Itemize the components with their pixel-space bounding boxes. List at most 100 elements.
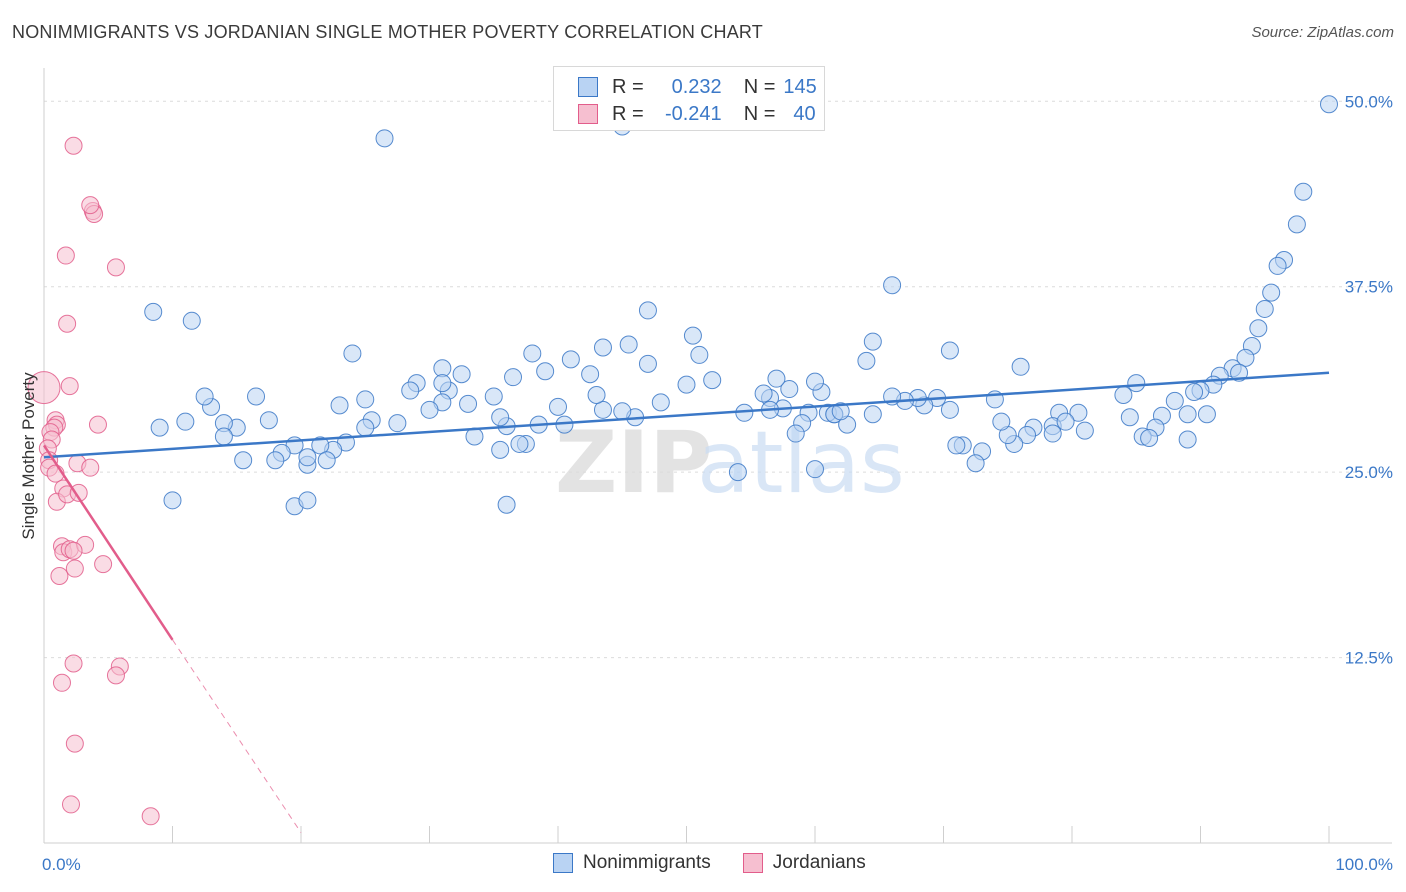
jordanians-legend-swatch [742, 853, 763, 873]
nonimmigrants-point [356, 390, 375, 409]
nonimmigrants-point [806, 460, 824, 479]
y-tick-label: 25.0% [1345, 463, 1393, 482]
n-label: N = [743, 75, 776, 98]
nonimmigrants-point [1178, 405, 1197, 424]
jordanians-point [81, 196, 100, 215]
nonimmigrants-point [311, 436, 330, 455]
nonimmigrants-point [1075, 421, 1094, 440]
jordanians-point [65, 559, 84, 578]
nonimmigrants-point [1018, 426, 1037, 445]
nonimmigrants-point [1127, 374, 1146, 393]
nonimmigrants-point [1069, 403, 1088, 422]
nonimmigrants-point [343, 344, 362, 363]
nonimmigrants-point [638, 301, 657, 320]
jordanians-point [65, 734, 84, 753]
trend-lines [42, 371, 1330, 833]
nonimmigrants-point [317, 451, 336, 470]
nonimmigrants-point [1178, 430, 1197, 449]
nonimmigrants-point [683, 326, 702, 345]
nonimmigrants-point [992, 412, 1011, 431]
nonimmigrants-point [754, 384, 773, 403]
nonimmigrants-point [401, 381, 420, 400]
data-points [27, 95, 1338, 826]
nonimmigrants-point [176, 412, 195, 431]
chart-source: Source: ZipAtlas.com [1251, 24, 1394, 41]
nonimmigrants-point [1294, 182, 1313, 201]
jordanians-trend-extension [172, 639, 302, 833]
legend-row-jordanians: R = -0.241 N = 40 [578, 100, 816, 128]
nonimmigrants-point [1249, 319, 1268, 338]
series-legend: Nonimmigrants Jordanians [553, 852, 898, 874]
nonimmigrants-point [593, 338, 612, 357]
nonimmigrants-point [266, 451, 285, 470]
nonimmigrants-point [523, 344, 542, 363]
nonimmigrants-point [497, 495, 516, 514]
nonimmigrants-point [690, 345, 709, 364]
nonimmigrants-point [1262, 283, 1281, 302]
nonimmigrants-point [1140, 429, 1159, 448]
jordanians-point [64, 654, 83, 673]
jordanians-point [94, 555, 113, 574]
nonimmigrants-trend-line [43, 371, 1330, 459]
x-tick-label: 0.0% [42, 855, 81, 874]
nonimmigrants-point [150, 418, 169, 437]
nonimmigrants-point [214, 427, 233, 446]
legend-item-jordanians[interactable]: Jordanians [742, 852, 866, 874]
nonimmigrants-swatch [578, 77, 598, 97]
x-tick-label: 100.0% [1335, 855, 1393, 874]
jordanians-point [50, 566, 69, 585]
jordanians-point [106, 666, 125, 685]
r-value-nonimmigrants: 0.232 [671, 75, 722, 98]
jordanians-legend-label: Jordanians [772, 852, 866, 873]
nonimmigrants-point [195, 387, 214, 406]
nonimmigrants-legend-swatch [553, 853, 573, 873]
nonimmigrants-point [561, 350, 580, 369]
nonimmigrants-point [491, 408, 510, 427]
legend-item-nonimmigrants[interactable]: Nonimmigrants [553, 852, 711, 874]
nonimmigrants-point [356, 418, 375, 437]
nonimmigrants-point [1043, 424, 1062, 443]
jordanians-point [58, 314, 77, 333]
nonimmigrants-point [593, 400, 612, 419]
r-label: R = [612, 102, 644, 125]
nonimmigrants-point [1114, 385, 1133, 404]
nonimmigrants-point [1320, 95, 1338, 114]
nonimmigrants-point [144, 302, 163, 321]
nonimmigrants-point [1236, 348, 1255, 367]
nonimmigrants-point [491, 440, 510, 459]
n-value-jordanians: 40 [793, 102, 816, 125]
nonimmigrants-point [433, 374, 452, 393]
legend-row-nonimmigrants: R = 0.232 N = 145 [578, 73, 817, 101]
jordanians-point [106, 258, 125, 277]
nonimmigrants-point [163, 491, 182, 510]
nonimmigrants-point [1268, 256, 1287, 275]
nonimmigrants-point [388, 414, 407, 433]
nonimmigrants-point [638, 354, 657, 373]
jordanians-point [52, 673, 71, 692]
nonimmigrants-point [1185, 383, 1204, 402]
nonimmigrants-point [298, 448, 317, 467]
nonimmigrants-point [863, 405, 882, 424]
y-axis-label: Single Mother Poverty [19, 372, 38, 540]
nonimmigrants-point [677, 375, 696, 394]
nonimmigrants-point [452, 365, 471, 384]
nonimmigrants-point [504, 368, 523, 387]
jordanians-point [61, 795, 80, 814]
nonimmigrants-point [549, 397, 567, 416]
nonimmigrants-point [786, 424, 805, 443]
nonimmigrants-point [940, 400, 959, 419]
jordanians-point [27, 371, 61, 405]
nonimmigrants-point [330, 396, 349, 415]
nonimmigrants-point [510, 434, 529, 453]
r-label: R = [612, 75, 644, 98]
y-tick-label: 12.5% [1345, 649, 1393, 668]
nonimmigrants-point [613, 402, 632, 421]
nonimmigrants-point [1011, 357, 1030, 376]
jordanians-point [56, 246, 75, 265]
nonimmigrants-point [1165, 391, 1184, 410]
jordanians-trend-line [42, 444, 174, 641]
nonimmigrants-point [728, 463, 747, 482]
nonimmigrants-point [182, 311, 201, 330]
watermark-zip: ZIP [555, 413, 712, 513]
